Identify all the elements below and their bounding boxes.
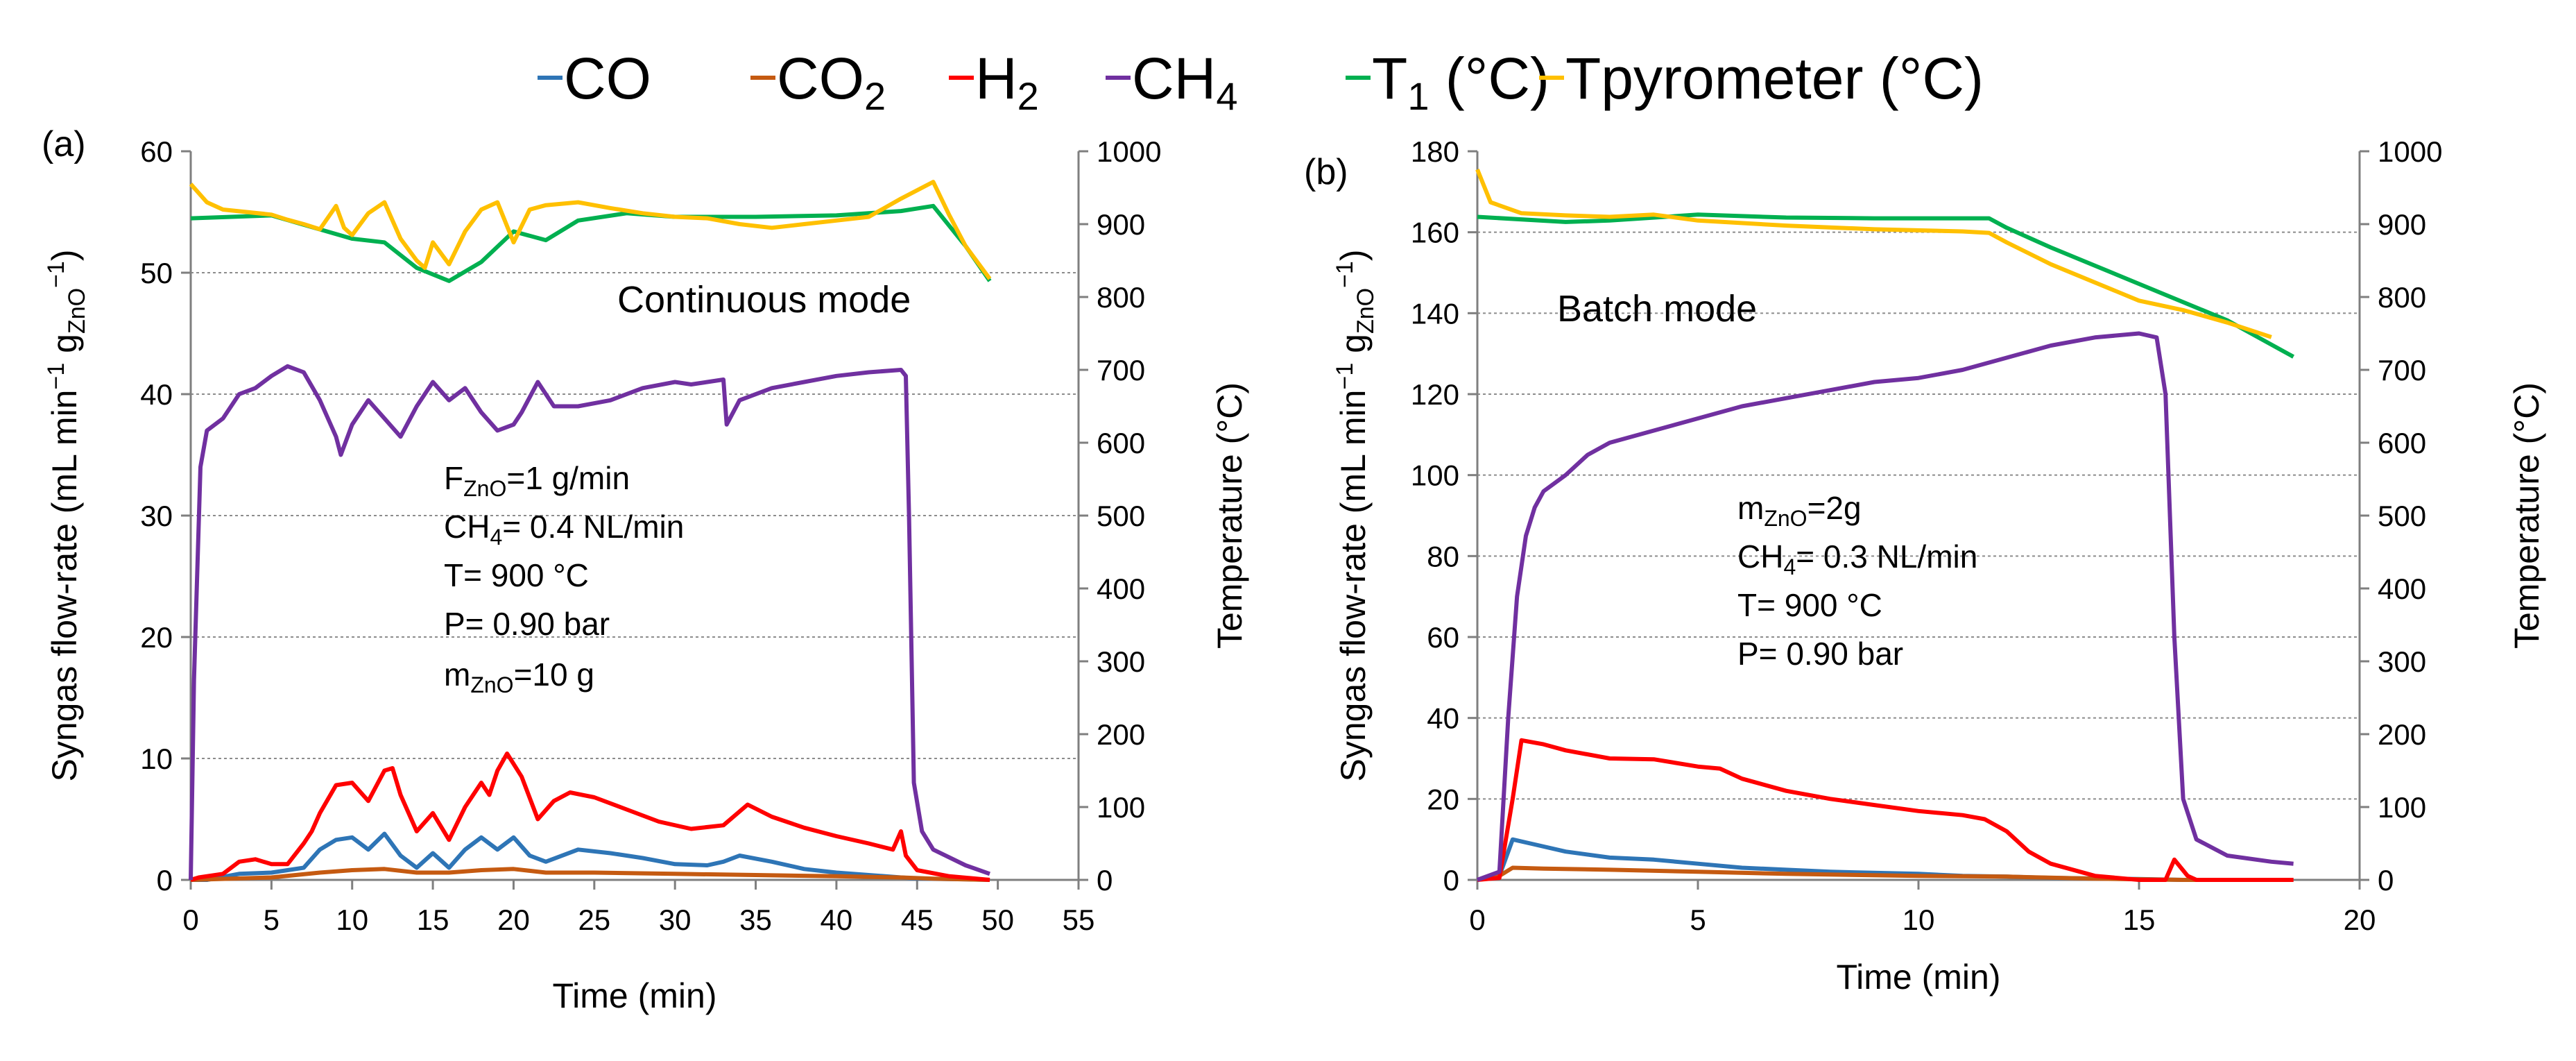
y2-axis-title-b: Temperature (°C) <box>2507 382 2546 649</box>
x-tick-label-a: 55 <box>1063 903 1095 936</box>
y-tick-label-b: 80 <box>1427 540 1459 572</box>
x-tick-label-a: 0 <box>182 903 198 936</box>
y2-tick-label-b: 300 <box>2378 645 2426 678</box>
panel-label-a: (a) <box>42 124 86 164</box>
legend-label-h2: H2 <box>975 46 1039 118</box>
mode-label-b: Batch mode <box>1557 288 1757 330</box>
y2-tick-label-b: 0 <box>2378 864 2394 897</box>
y-tick-label-b: 60 <box>1427 621 1459 654</box>
y2-tick-label-a: 400 <box>1097 572 1145 605</box>
y2-tick-label-b: 700 <box>2378 354 2426 387</box>
series-line-tpyrometer-a <box>189 180 992 280</box>
y-tick-label-a: 60 <box>140 135 173 168</box>
x-axis-title-b: Time (min) <box>1836 958 2000 996</box>
x-tick-label-a: 45 <box>901 903 934 936</box>
x-tick-label-a: 35 <box>739 903 772 936</box>
x-tick-label-a: 20 <box>497 903 530 936</box>
y2-tick-label-a: 800 <box>1097 281 1145 314</box>
annotation-line-b: mZnO=2g <box>1737 490 1862 531</box>
x-tick-label-b: 20 <box>2344 903 2376 936</box>
y2-axis-title-a: Temperature (°C) <box>1210 382 1249 649</box>
y-tick-label-a: 40 <box>140 378 173 411</box>
y2-tick-label-b: 800 <box>2378 281 2426 314</box>
y2-tick-label-b: 100 <box>2378 791 2426 824</box>
series-line-t1-b <box>1477 212 2295 359</box>
legend-label-co: CO <box>564 46 651 111</box>
y2-tick-label-a: 100 <box>1097 791 1145 824</box>
y-tick-label-b: 20 <box>1427 783 1459 815</box>
series-line-co-a <box>191 831 990 882</box>
series-line-ch4-b <box>1476 331 2294 882</box>
y2-tick-label-b: 900 <box>2378 208 2426 241</box>
legend-label-ch4: CH4 <box>1132 46 1237 118</box>
annotation-line-a: P= 0.90 bar <box>444 606 610 642</box>
x-tick-label-b: 15 <box>2123 903 2156 936</box>
series-line-ch4-a <box>189 364 990 881</box>
x-tick-label-a: 15 <box>417 903 449 936</box>
y-tick-label-a: 0 <box>157 864 173 897</box>
y-tick-label-a: 20 <box>140 621 173 654</box>
y-tick-label-b: 0 <box>1443 864 1459 897</box>
panel-label-b: (b) <box>1304 152 1348 192</box>
y2-tick-label-b: 500 <box>2378 500 2426 532</box>
series-line-t1-a <box>190 203 992 283</box>
annotation-line-a: FZnO=1 g/min <box>444 460 630 501</box>
x-tick-label-a: 5 <box>264 903 280 936</box>
y-tick-label-a: 30 <box>140 500 173 532</box>
series-line-h2-a <box>190 752 990 882</box>
panel-a-continuous: 0 5 10 15 20 25 30 35 40 45 50 55010203040506001002… <box>42 124 1249 1015</box>
y-axis-title-a: Syngas flow-rate (mL min−1 gZnO−1) <box>43 249 90 781</box>
annotation-line-b: CH4= 0.3 NL/min <box>1737 538 1977 579</box>
y-tick-label-a: 50 <box>140 257 173 289</box>
y-tick-label-b: 140 <box>1411 297 1459 330</box>
legend-label-t1: T1 (°C) <box>1372 46 1549 118</box>
y2-tick-label-a: 900 <box>1097 208 1145 241</box>
annotation-line-a: T= 900 °C <box>444 557 589 593</box>
x-axis-title-a: Time (min) <box>552 976 716 1015</box>
y2-tick-label-b: 600 <box>2378 427 2426 459</box>
x-tick-label-b: 10 <box>1903 903 1935 936</box>
y2-tick-label-a: 500 <box>1097 500 1145 532</box>
y-tick-label-b: 160 <box>1411 217 1459 249</box>
mode-label-a: Continuous mode <box>617 279 911 321</box>
legend-label-tpyro: Tpyrometer (°C) <box>1565 46 1984 111</box>
y2-tick-label-a: 200 <box>1097 718 1145 751</box>
x-tick-label-a: 30 <box>659 903 692 936</box>
x-tick-label-a: 50 <box>981 903 1014 936</box>
y2-tick-label-a: 700 <box>1097 354 1145 387</box>
x-tick-label-b: 5 <box>1690 903 1706 936</box>
annotation-line-b: T= 900 °C <box>1737 587 1882 623</box>
legend-label-co2: CO2 <box>777 46 886 118</box>
series-line-h2-b <box>1477 738 2294 882</box>
y2-tick-label-a: 1000 <box>1097 135 1161 168</box>
y2-tick-label-a: 0 <box>1097 864 1113 897</box>
annotation-line-a: CH4= 0.4 NL/min <box>444 509 684 550</box>
y-tick-label-b: 120 <box>1411 378 1459 411</box>
y-tick-label-b: 40 <box>1427 702 1459 735</box>
series-line-tpyrometer-b <box>1475 169 2272 339</box>
y2-tick-label-b: 200 <box>2378 718 2426 751</box>
y-tick-label-b: 100 <box>1411 459 1459 492</box>
y-tick-label-b: 180 <box>1411 135 1459 168</box>
annotation-line-a: mZnO=10 g <box>444 656 594 697</box>
x-tick-label-a: 40 <box>821 903 853 936</box>
y-axis-title-b: Syngas flow-rate (mL min−1 gZnO−1) <box>1332 249 1379 781</box>
annotation-line-b: P= 0.90 bar <box>1737 636 1903 672</box>
x-tick-label-a: 25 <box>578 903 610 936</box>
y2-tick-label-b: 1000 <box>2378 135 2442 168</box>
legend: CO CO2 H2 CH4 T1 (°C) Tpyrometer (°C) <box>538 46 1984 118</box>
y-tick-label-a: 10 <box>140 742 173 775</box>
y2-tick-label-a: 600 <box>1097 427 1145 459</box>
x-tick-label-a: 10 <box>336 903 368 936</box>
x-tick-label-b: 0 <box>1469 903 1485 936</box>
y2-tick-label-b: 400 <box>2378 572 2426 605</box>
panel-b-batch: 0 5 10 15 2002040608010012014016018001002003… <box>1304 135 2546 996</box>
y2-tick-label-a: 300 <box>1097 645 1145 678</box>
series-line-co2-a <box>190 867 990 882</box>
